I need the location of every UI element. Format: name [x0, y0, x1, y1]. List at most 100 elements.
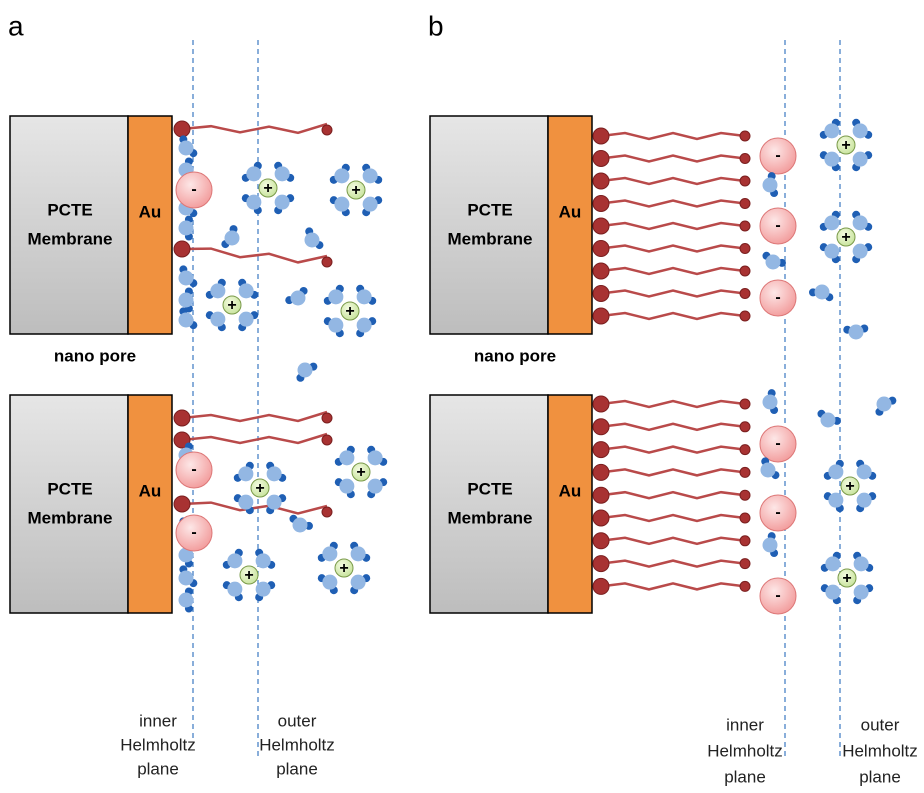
oxygen-atom: [351, 546, 366, 561]
water-molecule: [875, 397, 896, 416]
oxygen-atom: [849, 325, 864, 340]
plane-label: plane: [859, 767, 901, 786]
tail-end: [740, 289, 750, 299]
membrane: [430, 395, 548, 613]
water-molecule: [238, 311, 258, 331]
oxygen-atom: [179, 271, 194, 286]
water-molecule: [820, 119, 840, 139]
water-molecule: [330, 164, 350, 184]
membrane: [430, 116, 548, 334]
plane-label: outer: [278, 711, 317, 730]
water-molecule: [305, 227, 324, 249]
water-molecule: [852, 211, 872, 231]
water-molecule: [820, 211, 840, 231]
water-molecule: [179, 565, 198, 587]
tail-end: [322, 413, 332, 423]
oxygen-atom: [824, 215, 839, 230]
head-group: [593, 286, 609, 302]
metal-label: Au: [559, 202, 582, 221]
oxygen-atom: [828, 464, 843, 479]
cation-sign: +: [845, 478, 854, 495]
pore-label: nano pore: [54, 346, 136, 365]
oxygen-atom: [854, 585, 869, 600]
plane-label: inner: [139, 711, 177, 730]
membrane-label: PCTE: [47, 200, 92, 219]
water-molecule: [223, 581, 243, 601]
alkyl-chain: [601, 313, 745, 319]
tail-end: [740, 445, 750, 455]
water-molecule: [852, 151, 872, 171]
water-molecule: [266, 494, 286, 514]
water-molecule: [821, 552, 841, 572]
anion-sign: -: [775, 435, 780, 452]
oxygen-atom: [761, 463, 776, 478]
tail-end: [740, 581, 750, 591]
oxygen-atom: [857, 493, 872, 508]
alkyl-chain: [601, 424, 745, 430]
oxygen-atom: [853, 123, 868, 138]
tail-end: [740, 490, 750, 500]
oxygen-atom: [825, 585, 840, 600]
head-group: [593, 218, 609, 234]
gold-layer: [548, 116, 592, 334]
tail-end: [740, 399, 750, 409]
oxygen-atom: [853, 244, 868, 259]
anion-sign: -: [775, 504, 780, 521]
oxygen-atom: [368, 450, 383, 465]
anion-sign: -: [191, 524, 196, 541]
cation-sign: +: [345, 303, 354, 320]
water-molecule: [221, 225, 239, 248]
cation-sign: +: [244, 567, 253, 584]
water-molecule: [856, 492, 876, 512]
plane-label: outer: [861, 715, 900, 734]
head-group: [174, 121, 190, 137]
oxygen-atom: [766, 255, 781, 270]
plane-label: plane: [724, 767, 766, 786]
anion-sign: -: [775, 587, 780, 604]
diagram: ainnerHelmholtzplaneouterHelmholtzplaneP…: [0, 0, 924, 793]
oxygen-atom: [227, 582, 242, 597]
membrane: [10, 116, 128, 334]
cation-sign: +: [841, 137, 850, 154]
oxygen-atom: [828, 493, 843, 508]
oxygen-atom: [179, 141, 194, 156]
water-molecule: [285, 287, 307, 306]
head-group: [593, 263, 609, 279]
head-group: [593, 578, 609, 594]
membrane: [10, 395, 128, 613]
water-molecule: [289, 515, 312, 533]
gold-layer: [128, 116, 172, 334]
water-molecule: [179, 215, 194, 240]
gold-layer: [548, 395, 592, 613]
membrane-label: PCTE: [467, 479, 512, 498]
water-molecule: [817, 410, 840, 428]
water-molecule: [362, 164, 382, 184]
water-molecule: [843, 324, 868, 339]
oxygen-atom: [179, 293, 194, 308]
panel-label: b: [428, 10, 444, 41]
oxygen-atom: [821, 413, 836, 428]
tail-end: [740, 513, 750, 523]
oxygen-atom: [246, 195, 261, 210]
tail-end: [740, 131, 750, 141]
plane-label: Helmholtz: [707, 741, 783, 760]
water-molecule: [266, 462, 286, 482]
oxygen-atom: [334, 168, 349, 183]
alkyl-chain: [182, 124, 327, 133]
oxygen-atom: [339, 479, 354, 494]
oxygen-atom: [179, 221, 194, 236]
water-molecule: [335, 446, 355, 466]
water-molecule: [362, 196, 382, 216]
oxygen-atom: [322, 546, 337, 561]
oxygen-atom: [363, 168, 378, 183]
head-group: [593, 442, 609, 458]
oxygen-atom: [293, 518, 308, 533]
head-group: [593, 556, 609, 572]
head-group: [593, 464, 609, 480]
water-molecule: [824, 492, 844, 512]
plane-label: inner: [726, 715, 764, 734]
oxygen-atom: [275, 195, 290, 210]
pore-label: nano pore: [474, 346, 556, 365]
oxygen-atom: [256, 553, 271, 568]
tail-end: [322, 257, 332, 267]
